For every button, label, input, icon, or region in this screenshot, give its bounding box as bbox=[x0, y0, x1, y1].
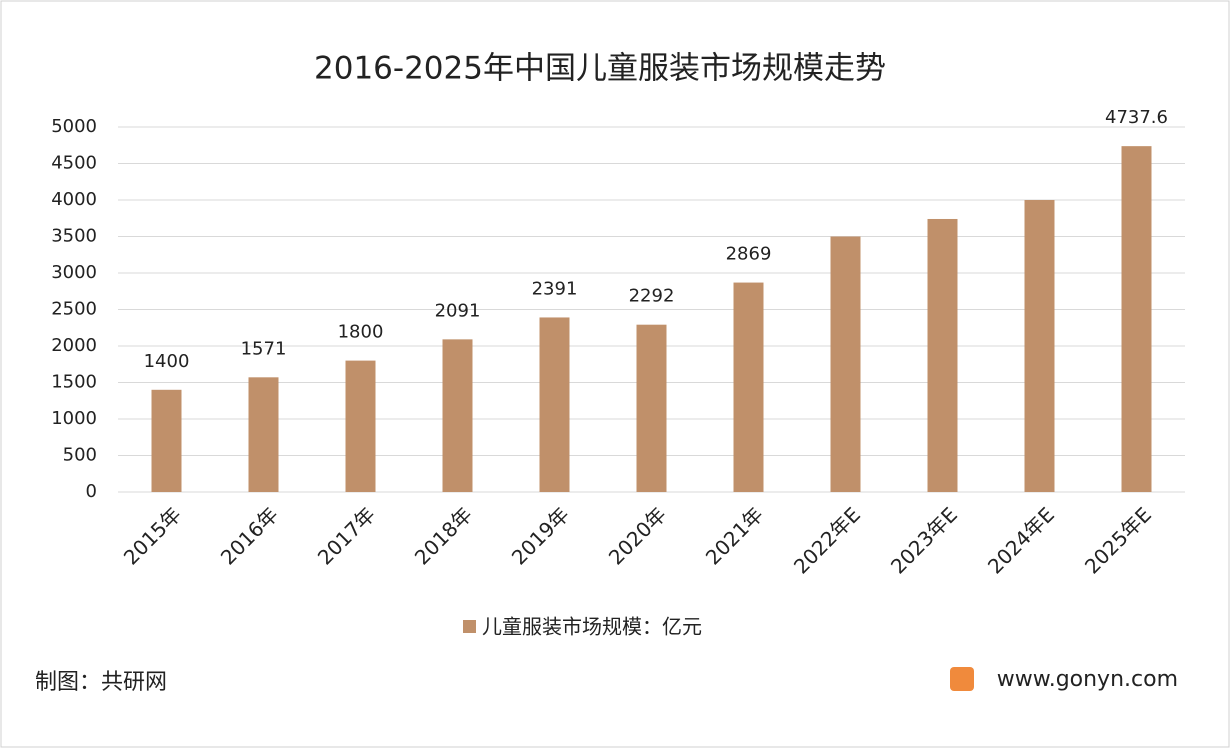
y-tick-label: 2500 bbox=[51, 299, 97, 320]
data-label: 2391 bbox=[532, 278, 578, 299]
chart-title: 2016-2025年中国儿童服装市场规模走势 bbox=[314, 51, 886, 87]
bar bbox=[830, 236, 861, 492]
y-tick-label: 500 bbox=[63, 445, 97, 466]
data-label: 2869 bbox=[726, 244, 772, 265]
logo bbox=[950, 667, 974, 691]
bar bbox=[442, 339, 473, 492]
bar bbox=[1024, 200, 1055, 492]
y-tick-label: 0 bbox=[86, 481, 97, 502]
source: 制图：共研网 bbox=[35, 670, 167, 695]
legend-swatch bbox=[463, 620, 476, 633]
bar bbox=[345, 360, 376, 492]
bar bbox=[636, 324, 667, 492]
bar bbox=[539, 317, 570, 492]
data-label: 1400 bbox=[144, 351, 190, 372]
website: www.gonyn.com bbox=[997, 667, 1178, 692]
y-tick-label: 5000 bbox=[51, 116, 97, 137]
bar bbox=[733, 282, 764, 492]
data-label: 2091 bbox=[435, 300, 481, 321]
bar bbox=[248, 377, 279, 492]
y-tick-label: 4500 bbox=[51, 153, 97, 174]
bar bbox=[1121, 146, 1152, 492]
legend-label: 儿童服装市场规模：亿元 bbox=[482, 615, 702, 639]
y-tick-label: 4000 bbox=[51, 189, 97, 210]
y-tick-label: 2000 bbox=[51, 335, 97, 356]
data-label: 4737.6 bbox=[1105, 107, 1168, 128]
data-label: 1571 bbox=[241, 338, 287, 359]
bar bbox=[151, 389, 182, 492]
y-tick-label: 3000 bbox=[51, 262, 97, 283]
data-label: 2292 bbox=[629, 286, 675, 307]
y-tick-label: 1000 bbox=[51, 408, 97, 429]
data-label: 1800 bbox=[338, 322, 384, 343]
bar bbox=[927, 218, 958, 493]
y-tick-label: 3500 bbox=[51, 226, 97, 247]
y-tick-label: 1500 bbox=[51, 372, 97, 393]
